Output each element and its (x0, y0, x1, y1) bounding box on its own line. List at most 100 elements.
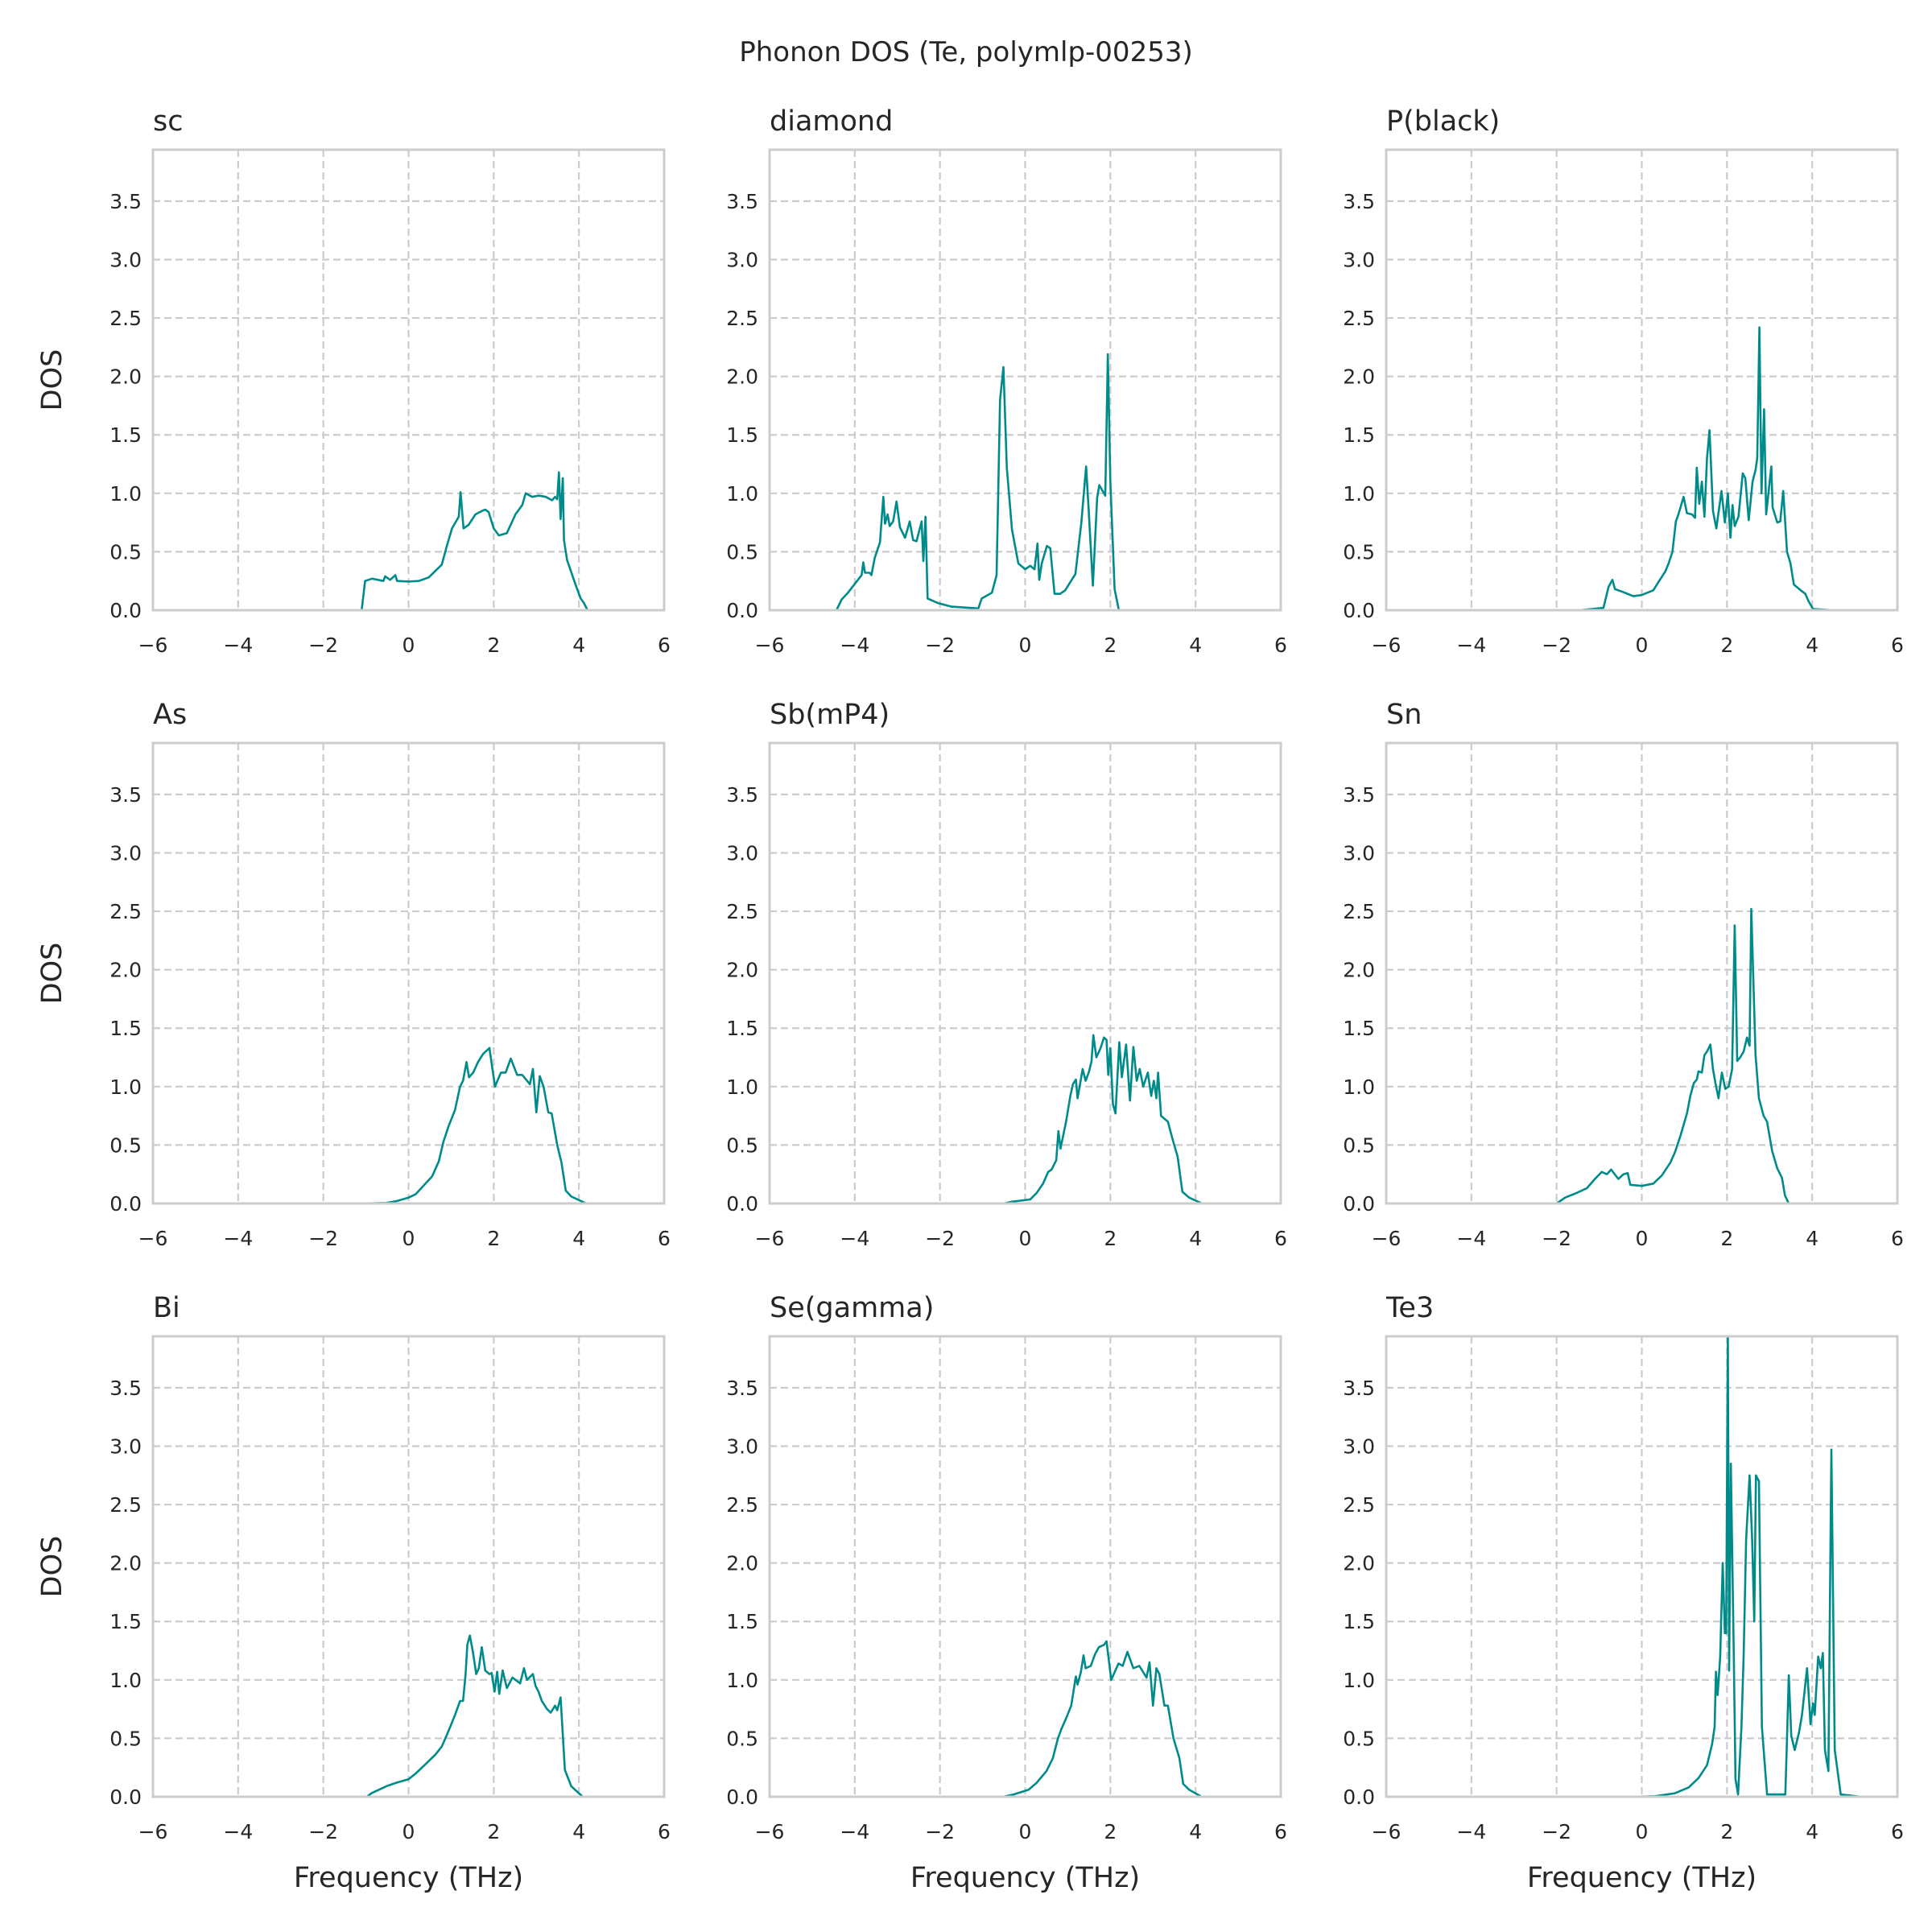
x-tick-label: −4 (1456, 1227, 1486, 1250)
y-tick-label: 2.0 (109, 365, 142, 389)
x-tick-label: 6 (1274, 634, 1287, 657)
x-tick-label: 2 (1104, 1227, 1117, 1250)
y-axis-label: DOS (36, 943, 68, 1005)
x-axis-label: Frequency (THz) (294, 1862, 523, 1894)
subplot-sc: sc −6 −4 −2 0 2 4 6 0.0 0.5 1.0 1.5 2.0 2.5 3.0 3.5 DOS (36, 105, 671, 657)
y-tick-label: 2.0 (1343, 959, 1375, 982)
y-tick-label: 0.5 (726, 540, 758, 564)
y-tick-label: 0.0 (1343, 1785, 1375, 1809)
x-tick-label: 4 (572, 1227, 585, 1250)
y-tick-label: 1.5 (109, 423, 142, 447)
y-tick-label: 1.0 (109, 1075, 142, 1099)
x-axis-label: Frequency (THz) (910, 1862, 1140, 1894)
y-tick-label: 2.5 (1343, 307, 1375, 330)
x-tick-label: −2 (308, 1227, 338, 1250)
y-tick-label: 3.5 (1343, 190, 1375, 213)
x-tick-label: −2 (1542, 1820, 1571, 1843)
y-tick-label: 2.5 (726, 307, 758, 330)
x-tick-label: 0 (402, 1820, 415, 1843)
x-tick-label: −6 (755, 634, 785, 657)
y-tick-label: 0.5 (1343, 1133, 1375, 1157)
x-tick-label: 0 (402, 634, 415, 657)
x-tick-label: −2 (308, 1820, 338, 1843)
axes-frame (151, 741, 666, 1205)
y-tick-label: 2.5 (1343, 900, 1375, 923)
x-tick-label: 6 (1274, 1820, 1287, 1843)
subplot-title: Te3 (1385, 1292, 1434, 1324)
x-tick-label: 0 (1636, 1227, 1649, 1250)
x-tick-label: 2 (487, 634, 500, 657)
axes-frame (151, 1335, 666, 1798)
y-axis-label: DOS (36, 1536, 68, 1598)
x-tick-label: −6 (755, 1227, 785, 1250)
y-tick-label: 1.5 (726, 1017, 758, 1040)
y-tick-label: 1.5 (726, 1610, 758, 1633)
y-tick-label: 1.5 (109, 1017, 142, 1040)
subplot-title: Bi (153, 1292, 180, 1324)
y-tick-label: 3.0 (1343, 841, 1375, 865)
x-tick-label: 2 (1720, 634, 1733, 657)
axes-frame (768, 148, 1282, 612)
subplot-title: Se(gamma) (770, 1292, 934, 1324)
y-tick-label: 2.5 (109, 1493, 142, 1517)
x-tick-label: 0 (1636, 1820, 1649, 1843)
y-tick-label: 3.0 (726, 1435, 758, 1458)
x-tick-label: 6 (1891, 634, 1904, 657)
axes-frame (1385, 741, 1899, 1205)
subplot-se-gamma: Se(gamma) −6 −4 −2 0 2 4 6 0.0 0.5 1.0 1.5 2.0 2.5 3.0… (726, 1292, 1287, 1894)
y-tick-label: 1.5 (1343, 1610, 1375, 1633)
x-tick-label: −2 (308, 634, 338, 657)
subplot-title: As (153, 699, 187, 731)
y-tick-label: 0.0 (109, 1785, 142, 1809)
subplot-te3: Te3 −6 −4 −2 0 2 4 6 0.0 0.5 1.0 1.5 2.0 2.5 3.0 3.5 Fre… (1343, 1292, 1904, 1894)
y-tick-label: 3.0 (726, 248, 758, 271)
y-tick-label: 3.5 (726, 1377, 758, 1400)
x-tick-label: 4 (1806, 1820, 1818, 1843)
x-tick-label: 2 (1104, 1820, 1117, 1843)
y-tick-label: 0.0 (1343, 1192, 1375, 1216)
x-tick-label: 4 (1806, 1227, 1818, 1250)
y-tick-label: 2.5 (109, 307, 142, 330)
x-tick-label: 6 (1891, 1820, 1904, 1843)
subplot-grid: sc −6 −4 −2 0 2 4 6 0.0 0.5 1.0 1.5 2.0 2.5 3.0 3.5 DOS d… (36, 105, 1904, 1894)
x-tick-label: −6 (755, 1820, 785, 1843)
dos-curve-sc (336, 471, 611, 612)
dos-curve-se-gamma (976, 1640, 1224, 1798)
y-tick-label: 2.5 (109, 900, 142, 923)
x-tick-label: 0 (1636, 634, 1649, 657)
x-tick-label: 0 (402, 1227, 415, 1250)
dos-curve-sb-mp4 (983, 1034, 1224, 1205)
y-tick-label: 0.0 (726, 599, 758, 622)
y-tick-label: 1.0 (1343, 1075, 1375, 1099)
x-tick-label: −4 (1456, 634, 1486, 657)
y-tick-label: 2.0 (109, 1552, 142, 1575)
y-tick-label: 3.0 (726, 841, 758, 865)
axes-frame (151, 148, 666, 612)
y-tick-label: 2.0 (1343, 365, 1375, 389)
dos-curve-bi (341, 1634, 609, 1798)
y-tick-label: 3.0 (1343, 1435, 1375, 1458)
dos-curve-diamond (808, 353, 1146, 612)
subplot-title: diamond (770, 105, 893, 138)
x-tick-label: −6 (138, 1227, 168, 1250)
y-tick-label: 1.0 (726, 1669, 758, 1692)
y-tick-label: 3.5 (726, 783, 758, 807)
x-tick-label: 6 (658, 1820, 671, 1843)
x-tick-label: 2 (487, 1227, 500, 1250)
y-tick-label: 0.5 (109, 1133, 142, 1157)
figure-title: Phonon DOS (Te, polymlp-00253) (739, 36, 1192, 68)
y-tick-label: 0.5 (1343, 540, 1375, 564)
y-tick-label: 3.5 (109, 1377, 142, 1400)
y-tick-label: 1.5 (1343, 423, 1375, 447)
x-tick-label: −6 (138, 634, 168, 657)
x-tick-label: 6 (658, 634, 671, 657)
x-tick-label: −4 (223, 634, 253, 657)
axes-frame (1385, 1335, 1899, 1798)
axes-frame (768, 741, 1282, 1205)
dos-curve-as (360, 1046, 607, 1205)
x-tick-label: −2 (925, 1820, 955, 1843)
y-tick-label: 0.0 (109, 1192, 142, 1216)
y-tick-label: 3.0 (109, 248, 142, 271)
x-tick-label: 6 (1891, 1227, 1904, 1250)
